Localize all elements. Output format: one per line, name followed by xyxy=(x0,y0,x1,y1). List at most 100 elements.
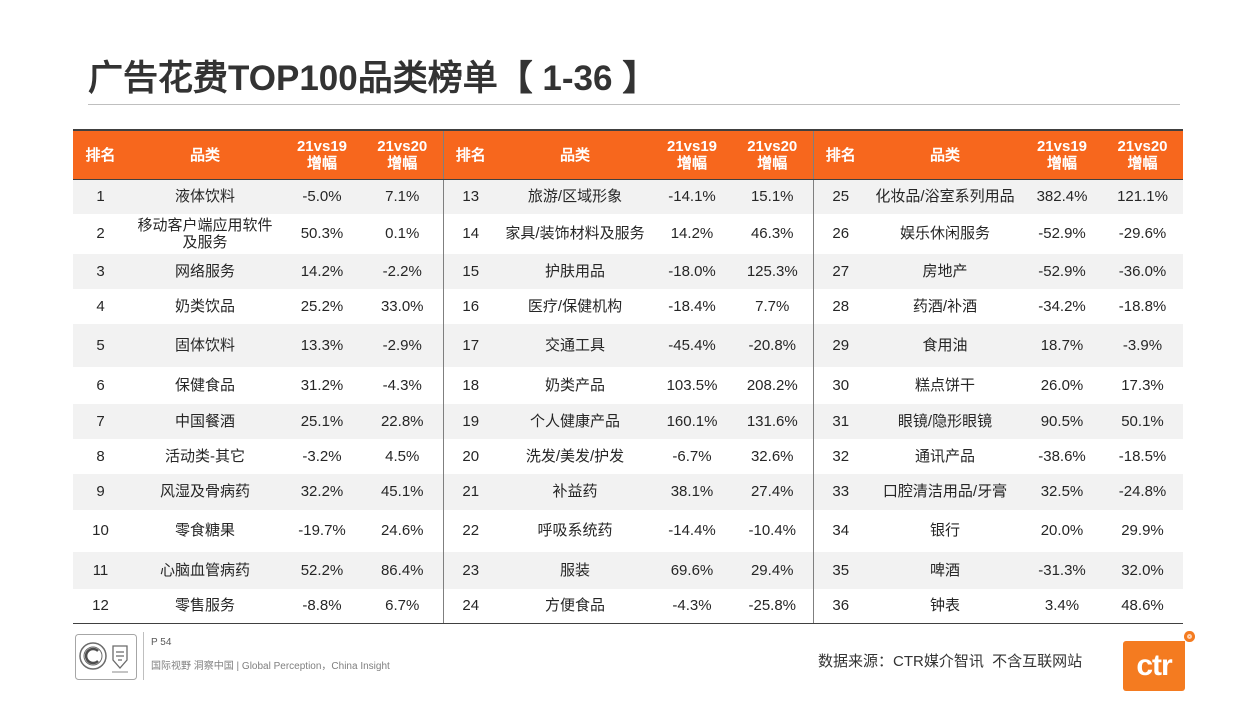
table-row: 3 网络服务 14.2% -2.2% 15 护肤用品 -18.0% 125.3%… xyxy=(73,253,1183,289)
growth-21vs20-cell: 33.0% xyxy=(380,297,424,315)
growth-21vs19-cell: -4.3% xyxy=(652,588,732,624)
rank-cell: 24 xyxy=(442,588,498,624)
growth-21vs19-cell: -19.7% xyxy=(298,522,346,539)
growth-21vs19-cell: -31.3% xyxy=(1022,551,1102,589)
growth-21vs20-cell: 45.1% xyxy=(362,473,443,510)
growth-21vs20-cell: 29.9% xyxy=(1121,522,1164,539)
growth-21vs19-cell: 14.2% xyxy=(282,253,362,289)
header-rank: 排名 xyxy=(73,129,128,180)
table-row: 11 心脑血管病药 52.2% 86.4% 23 服装 69.6% 29.4% … xyxy=(73,551,1183,589)
header-growth-21vs20: 21vs20 增幅 xyxy=(362,129,443,180)
rank-cell: 11 xyxy=(73,551,128,589)
rank-cell: 15 xyxy=(442,253,498,289)
growth-21vs20-cell: 125.3% xyxy=(732,253,813,289)
growth-21vs20-cell: -29.6% xyxy=(1118,225,1167,242)
table-row: 5 固体饮料 13.3% -2.9% 17 交通工具 -45.4% -20.8%… xyxy=(73,323,1183,367)
rank-cell: 25 xyxy=(812,179,868,214)
growth-21vs20-cell: 4.5% xyxy=(385,447,420,465)
rank-cell: 5 xyxy=(73,323,128,367)
growth-21vs19-cell: 38.1% xyxy=(652,473,732,510)
category-cell: 个人健康产品 xyxy=(498,403,652,439)
growth-21vs19-cell: -14.1% xyxy=(652,179,732,214)
growth-21vs19-cell: 13.3% xyxy=(282,323,362,367)
growth-21vs19-cell: -52.9% xyxy=(1038,225,1086,242)
rank-cell: 14 xyxy=(442,213,498,254)
category-cell: 保健食品 xyxy=(174,376,235,394)
rank-cell: 6 xyxy=(96,376,105,394)
ranking-table-container: 排名 品类 21vs19 增幅 21vs20 增幅 排名 品类 21vs19 增幅 2… xyxy=(73,129,1183,624)
table-row: 2 移动客户端应用软件及服务 50.3% 0.1% 14 家具/装饰材料及服务 … xyxy=(73,213,1183,254)
rank-cell: 17 xyxy=(442,323,498,367)
category-cell: 食用油 xyxy=(868,323,1022,367)
rank-cell: 3 xyxy=(73,253,128,289)
rank-cell: 18 xyxy=(442,366,498,404)
growth-21vs20-cell: -24.8% xyxy=(1102,473,1183,510)
growth-21vs19-cell: 69.6% xyxy=(652,551,732,589)
footer-divider xyxy=(143,632,144,680)
growth-21vs20-cell: 0.1% xyxy=(385,225,420,242)
growth-21vs20-cell: 17.3% xyxy=(1121,376,1164,394)
growth-21vs20-cell: -20.8% xyxy=(732,323,813,367)
growth-21vs19-cell: 3.4% xyxy=(1022,588,1102,624)
rank-cell: 9 xyxy=(73,473,128,510)
category-cell: 零售服务 xyxy=(128,588,282,624)
category-cell: 钟表 xyxy=(868,588,1022,624)
growth-21vs19-cell: -52.9% xyxy=(1022,253,1102,289)
growth-21vs20-cell: 46.3% xyxy=(750,225,794,242)
table-row: 1 液体饮料 -5.0% 7.1% 13 旅游/区域形象 -14.1% 15.1… xyxy=(73,179,1183,214)
growth-21vs19-cell: 32.2% xyxy=(282,473,362,510)
category-cell: 洗发/美发/护发 xyxy=(525,447,625,465)
growth-21vs19-cell: -5.0% xyxy=(282,179,362,214)
growth-21vs20-cell: -2.2% xyxy=(362,253,443,289)
rank-cell: 26 xyxy=(812,213,868,254)
rank-cell: 22 xyxy=(442,509,498,552)
rank-cell: 34 xyxy=(812,509,868,552)
rank-cell: 31 xyxy=(812,403,868,439)
rank-cell: 1 xyxy=(73,179,128,214)
table-row: 9 风湿及骨病药 32.2% 45.1% 21 补益药 38.1% 27.4% … xyxy=(73,473,1183,510)
header-category: 品类 xyxy=(498,129,652,180)
growth-21vs19-cell: -34.2% xyxy=(1038,297,1086,315)
rank-cell: 23 xyxy=(442,551,498,589)
growth-21vs19-cell: 18.7% xyxy=(1022,323,1102,367)
growth-21vs19-cell: 25.1% xyxy=(282,403,362,439)
category-cell: 中国餐酒 xyxy=(128,403,282,439)
growth-21vs19-cell: 160.1% xyxy=(652,403,732,439)
certification-mark-icon xyxy=(112,645,128,673)
page-number: P 54 xyxy=(151,637,172,648)
growth-21vs20-cell: 27.4% xyxy=(732,473,813,510)
growth-21vs20-cell: 24.6% xyxy=(380,522,424,539)
rank-cell: 27 xyxy=(812,253,868,289)
growth-21vs20-cell: -25.8% xyxy=(732,588,813,624)
page-title: 广告花费TOP100品类榜单【 1-36 】 xyxy=(88,59,658,98)
category-cell: 啤酒 xyxy=(868,551,1022,589)
table-row: 6 保健食品 31.2% -4.3% 18 奶类产品 103.5% 208.2%… xyxy=(73,366,1183,404)
growth-21vs19-cell: 26.0% xyxy=(1040,376,1084,394)
ranking-table: 排名 品类 21vs19 增幅 21vs20 增幅 排名 品类 21vs19 增幅 2… xyxy=(73,129,1183,624)
growth-21vs20-cell: 208.2% xyxy=(746,376,798,394)
growth-21vs19-cell: -18.4% xyxy=(668,297,716,315)
growth-21vs20-cell: -18.8% xyxy=(1118,297,1167,315)
growth-21vs20-cell: 15.1% xyxy=(732,179,813,214)
rank-cell: 30 xyxy=(812,366,868,404)
rank-cell: 29 xyxy=(812,323,868,367)
growth-21vs19-cell: 14.2% xyxy=(670,225,714,242)
rank-cell: 8 xyxy=(96,447,105,465)
growth-21vs19-cell: -6.7% xyxy=(672,447,712,465)
category-cell: 房地产 xyxy=(868,253,1022,289)
header-growth-21vs19: 21vs19 增幅 xyxy=(652,129,732,180)
category-cell: 糕点饼干 xyxy=(914,376,975,394)
growth-21vs19-cell: 103.5% xyxy=(666,376,718,394)
growth-21vs19-cell: -45.4% xyxy=(652,323,732,367)
growth-21vs19-cell: 32.5% xyxy=(1022,473,1102,510)
category-cell: 药酒/补酒 xyxy=(912,297,978,315)
ctr-logo: ctr xyxy=(1123,641,1185,691)
category-cell: 服装 xyxy=(498,551,652,589)
table-row: 10 零食糖果 -19.7% 24.6% 22 呼吸系统药 -14.4% -10… xyxy=(73,509,1183,552)
category-cell: 化妆品/浴室系列用品 xyxy=(868,179,1022,214)
category-cell: 娱乐休闲服务 xyxy=(899,225,990,242)
category-cell: 移动客户端应用软件及服务 xyxy=(137,216,273,251)
growth-21vs20-cell: -10.4% xyxy=(748,522,797,539)
growth-21vs20-cell: -2.9% xyxy=(362,323,443,367)
category-cell: 液体饮料 xyxy=(128,179,282,214)
